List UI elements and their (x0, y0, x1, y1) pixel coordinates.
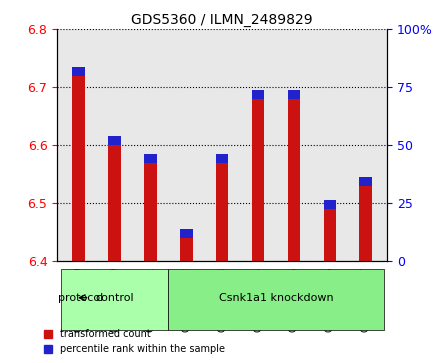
Bar (144, 154, 157, 163)
Bar (359, 186, 372, 261)
Bar (180, 229, 193, 238)
Bar (108, 136, 121, 145)
Title: GDS5360 / ILMN_2489829: GDS5360 / ILMN_2489829 (132, 13, 313, 26)
Text: protocol: protocol (58, 293, 103, 303)
Bar (288, 90, 300, 99)
Text: Csnk1a1 knockdown: Csnk1a1 knockdown (219, 293, 334, 303)
FancyBboxPatch shape (169, 269, 384, 330)
Bar (288, 99, 300, 261)
Bar (144, 163, 157, 261)
Legend: transformed count, percentile rank within the sample: transformed count, percentile rank withi… (40, 326, 228, 358)
Bar (216, 154, 228, 163)
Bar (323, 200, 336, 209)
Text: control: control (95, 293, 134, 303)
Bar (359, 177, 372, 186)
Bar (180, 238, 193, 261)
Bar (216, 163, 228, 261)
Bar (252, 90, 264, 99)
Bar (73, 76, 85, 261)
Bar (252, 99, 264, 261)
FancyBboxPatch shape (61, 269, 169, 330)
Bar (323, 209, 336, 261)
Bar (108, 145, 121, 261)
Bar (73, 67, 85, 76)
